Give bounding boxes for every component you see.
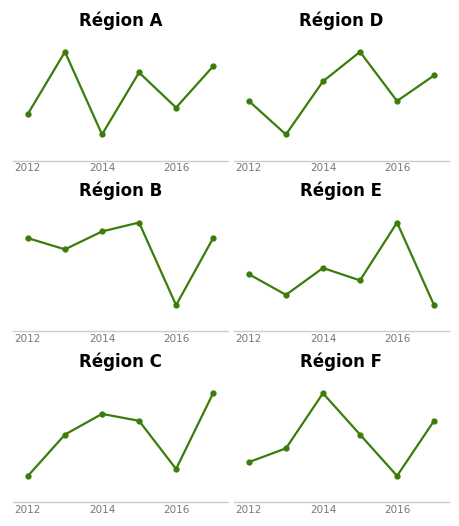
Title: Région B: Région B — [79, 182, 162, 200]
Title: Région C: Région C — [79, 352, 162, 371]
Title: Région A: Région A — [78, 11, 162, 29]
Title: Région D: Région D — [299, 11, 383, 29]
Title: Région F: Région F — [300, 352, 382, 371]
Title: Région E: Région E — [300, 182, 382, 200]
